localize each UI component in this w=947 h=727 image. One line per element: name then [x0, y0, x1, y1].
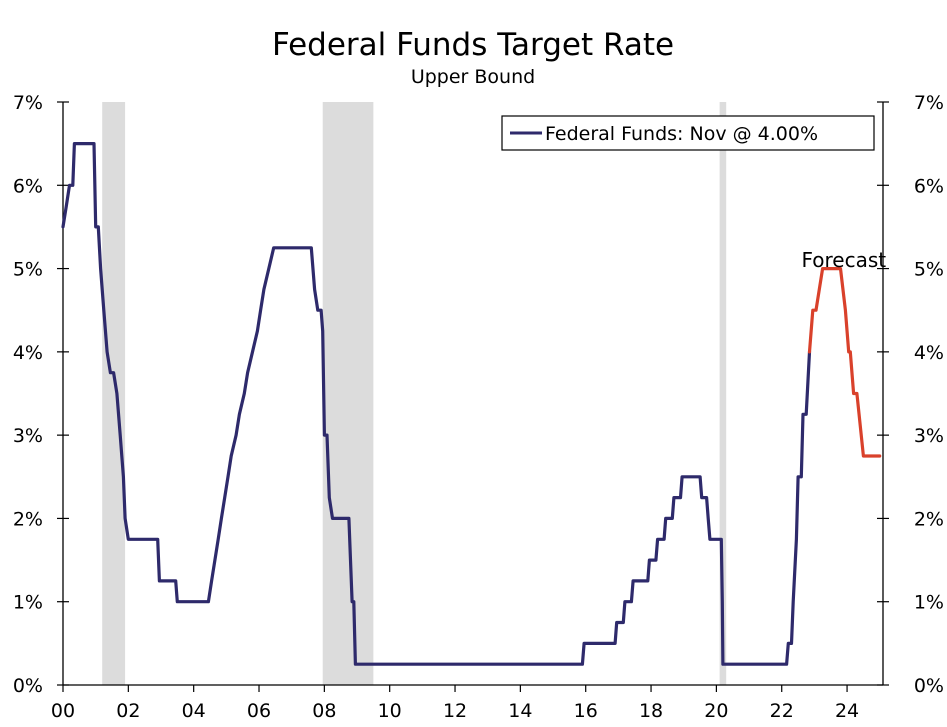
legend: Federal Funds: Nov @ 4.00%	[501, 115, 875, 151]
y-tick-label-left: 1%	[13, 592, 43, 614]
y-tick-label-left: 5%	[13, 259, 43, 281]
y-tick-label-right: 3%	[914, 425, 944, 447]
x-tick-label: 22	[770, 700, 794, 722]
recession-band-1	[102, 102, 126, 685]
y-tick-label-left: 6%	[13, 175, 43, 197]
x-tick-label: 00	[51, 700, 75, 722]
y-tick-label-right: 2%	[914, 508, 944, 530]
recession-band-2	[322, 102, 374, 685]
y-tick-label-right: 7%	[914, 92, 944, 114]
legend-box	[501, 115, 875, 151]
series-line-actual	[61, 142, 812, 666]
y-tick-label-right: 5%	[914, 259, 944, 281]
axes: 0% 0% 1% 1% 2% 2% 3% 3% 4% 4% 5% 5% 6% 6% 7% 7% 00 02 04 06…	[13, 92, 944, 722]
x-tick-label: 12	[443, 700, 467, 722]
x-tick-label: 02	[116, 700, 140, 722]
x-tick-label: 14	[508, 700, 532, 722]
chart-title: Federal Funds Target Rate	[272, 27, 674, 63]
x-tick-label: 20	[704, 700, 728, 722]
legend-label: Federal Funds: Nov @ 4.00%	[545, 123, 818, 145]
x-tick-label: 16	[574, 700, 598, 722]
series-lines	[61, 142, 882, 666]
x-tick-label: 06	[247, 700, 271, 722]
chart-subtitle: Upper Bound	[411, 66, 535, 88]
x-tick-label: 08	[312, 700, 336, 722]
forecast-annotation: Forecast	[801, 248, 886, 272]
y-tick-label-right: 0%	[914, 675, 944, 697]
x-tick-label: 18	[639, 700, 663, 722]
y-tick-label-left: 0%	[13, 675, 43, 697]
y-tick-label-left: 2%	[13, 508, 43, 530]
x-tick-label: 04	[182, 700, 206, 722]
x-tick-label: 10	[378, 700, 402, 722]
recession-band-3	[719, 102, 727, 685]
y-tick-label-right: 1%	[914, 592, 944, 614]
x-tick-label: 24	[835, 700, 859, 722]
y-tick-label-left: 4%	[13, 342, 43, 364]
recession-bands	[102, 102, 727, 685]
y-tick-label-left: 7%	[13, 92, 43, 114]
y-tick-label-right: 6%	[914, 175, 944, 197]
series-line-forecast	[807, 267, 882, 458]
y-tick-label-left: 3%	[13, 425, 43, 447]
y-tick-label-right: 4%	[914, 342, 944, 364]
